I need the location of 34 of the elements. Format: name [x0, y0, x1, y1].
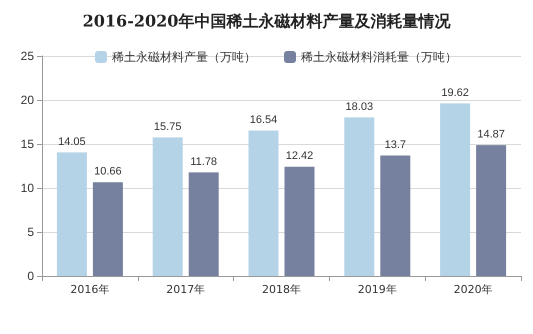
- bar: [476, 145, 506, 276]
- x-tick-label: 2016年: [70, 283, 110, 296]
- bar: [380, 155, 410, 276]
- bar: [188, 172, 219, 276]
- y-tick-label: 20: [20, 93, 34, 107]
- data-label: 14.87: [477, 128, 505, 141]
- chart-title: 2016-2020年中国稀土永磁材料产量及消耗量情况: [82, 12, 452, 30]
- y-tick-label: 15: [20, 137, 34, 151]
- data-label: 11.78: [190, 156, 218, 168]
- legend-label: 稀土永磁材料消耗量（万吨）: [301, 50, 457, 64]
- data-label: 15.75: [154, 120, 182, 133]
- bar: [344, 117, 374, 276]
- data-label: 12.42: [286, 150, 314, 162]
- x-tick-label: 2019年: [358, 283, 397, 296]
- data-label: 18.03: [346, 100, 374, 113]
- data-label: 16.54: [250, 114, 278, 126]
- x-tick-label: 2018年: [262, 283, 301, 296]
- y-tick-label: 25: [20, 49, 34, 63]
- bar: [440, 103, 470, 276]
- y-tick-label: 10: [20, 181, 34, 195]
- legend-label: 稀土永磁材料产量（万吨）: [112, 50, 256, 64]
- x-tick-label: 2020年: [454, 283, 493, 296]
- data-label: 10.66: [94, 166, 122, 178]
- bar: [284, 166, 314, 276]
- data-label: 14.05: [58, 136, 86, 148]
- y-tick-label: 5: [27, 225, 34, 239]
- data-label: 13.7: [384, 138, 406, 151]
- bar: [92, 182, 123, 276]
- bar: [152, 137, 183, 276]
- data-label: 19.62: [441, 86, 469, 99]
- bar: [56, 152, 87, 276]
- bar: [248, 130, 278, 276]
- x-tick-label: 2017年: [166, 283, 206, 296]
- y-tick-label: 0: [27, 269, 34, 283]
